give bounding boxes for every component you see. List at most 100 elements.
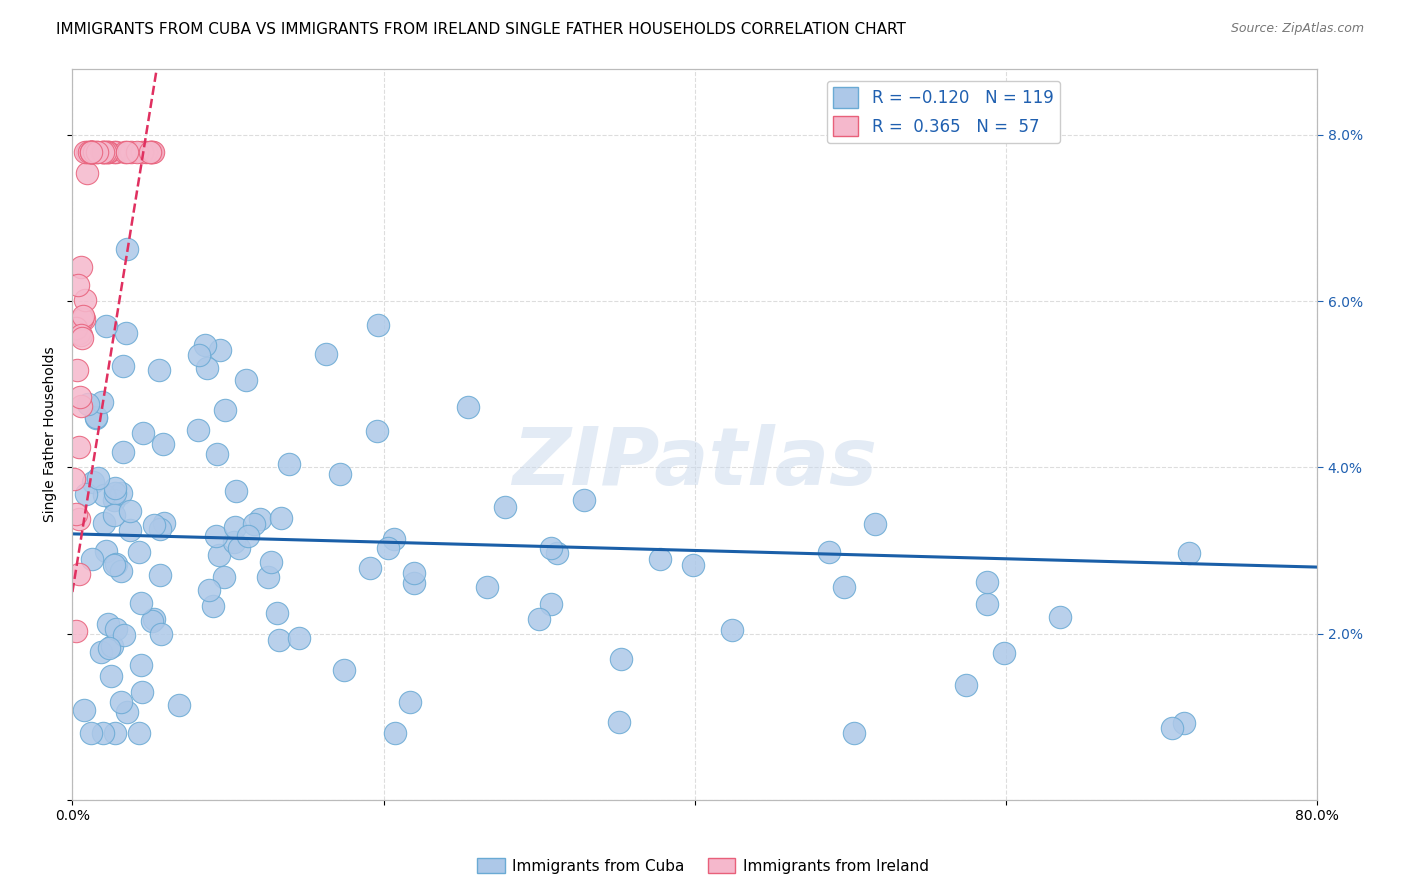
Legend: R = −0.120   N = 119, R =  0.365   N =  57: R = −0.120 N = 119, R = 0.365 N = 57 [827,80,1060,143]
Point [128,545,150,559]
Point [84,411,107,425]
Point [238,528,260,542]
Point [65,508,87,522]
Point [129,596,152,610]
Point [79,145,101,159]
Point [235,373,257,387]
Point [75,487,97,501]
Point [955,678,977,692]
Point [69,327,91,342]
Point [195,360,218,375]
Point [82,475,104,489]
Point [142,145,165,159]
Point [208,548,231,562]
Point [111,359,134,373]
Point [214,403,236,417]
Point [149,522,172,536]
Point [67,326,90,341]
Point [117,705,139,719]
Point [117,145,139,159]
Point [103,145,125,159]
Point [73,145,96,159]
Point [66,363,89,377]
Point [152,516,174,531]
Point [132,426,155,441]
Point [540,597,562,611]
Point [80,145,103,159]
Point [475,580,498,594]
Point [110,564,132,578]
Point [212,569,235,583]
Point [139,145,162,159]
Point [377,541,399,555]
Point [117,242,139,256]
Point [67,567,90,582]
Point [143,518,166,533]
Point [94,145,117,159]
Point [93,488,115,502]
Point [120,504,142,518]
Point [80,145,103,159]
Point [97,616,120,631]
Point [103,558,125,572]
Point [96,544,118,558]
Point [818,545,841,559]
Point [207,447,229,461]
Point [572,493,595,508]
Point [70,331,93,345]
Point [135,145,157,159]
Point [73,703,96,717]
Point [90,394,112,409]
Point [1049,610,1071,624]
Point [114,326,136,341]
Point [993,647,1015,661]
Point [93,516,115,530]
Point [148,362,170,376]
Point [94,145,117,159]
Text: IMMIGRANTS FROM CUBA VS IMMIGRANTS FROM IRELAND SINGLE FATHER HOUSEHOLDS CORRELA: IMMIGRANTS FROM CUBA VS IMMIGRANTS FROM … [56,22,905,37]
Point [104,726,127,740]
Point [76,145,98,159]
Point [225,484,247,499]
Point [105,558,128,572]
Point [91,145,114,159]
Point [70,260,93,274]
Point [167,698,190,713]
Point [863,516,886,531]
Point [384,726,406,740]
Point [228,541,250,556]
Point [329,467,352,481]
Point [91,145,114,159]
Point [1160,721,1182,735]
Point [128,726,150,740]
Point [529,612,551,626]
Point [103,508,125,522]
Point [100,639,122,653]
Point [141,145,163,159]
Point [120,145,142,159]
Point [141,614,163,628]
Point [80,145,103,159]
Y-axis label: Single Father Households: Single Father Households [44,346,58,522]
Point [540,541,562,555]
Point [1178,546,1201,560]
Point [104,623,127,637]
Point [97,145,120,159]
Point [404,566,426,581]
Point [77,145,100,159]
Point [382,532,405,546]
Point [152,437,174,451]
Point [63,472,86,486]
Point [94,319,117,334]
Point [457,400,479,414]
Point [832,580,855,594]
Point [105,145,128,159]
Point [267,633,290,648]
Point [976,574,998,589]
Point [110,486,132,500]
Point [73,293,96,307]
Point [359,561,381,575]
Point [270,511,292,525]
Point [266,606,288,620]
Point [111,445,134,459]
